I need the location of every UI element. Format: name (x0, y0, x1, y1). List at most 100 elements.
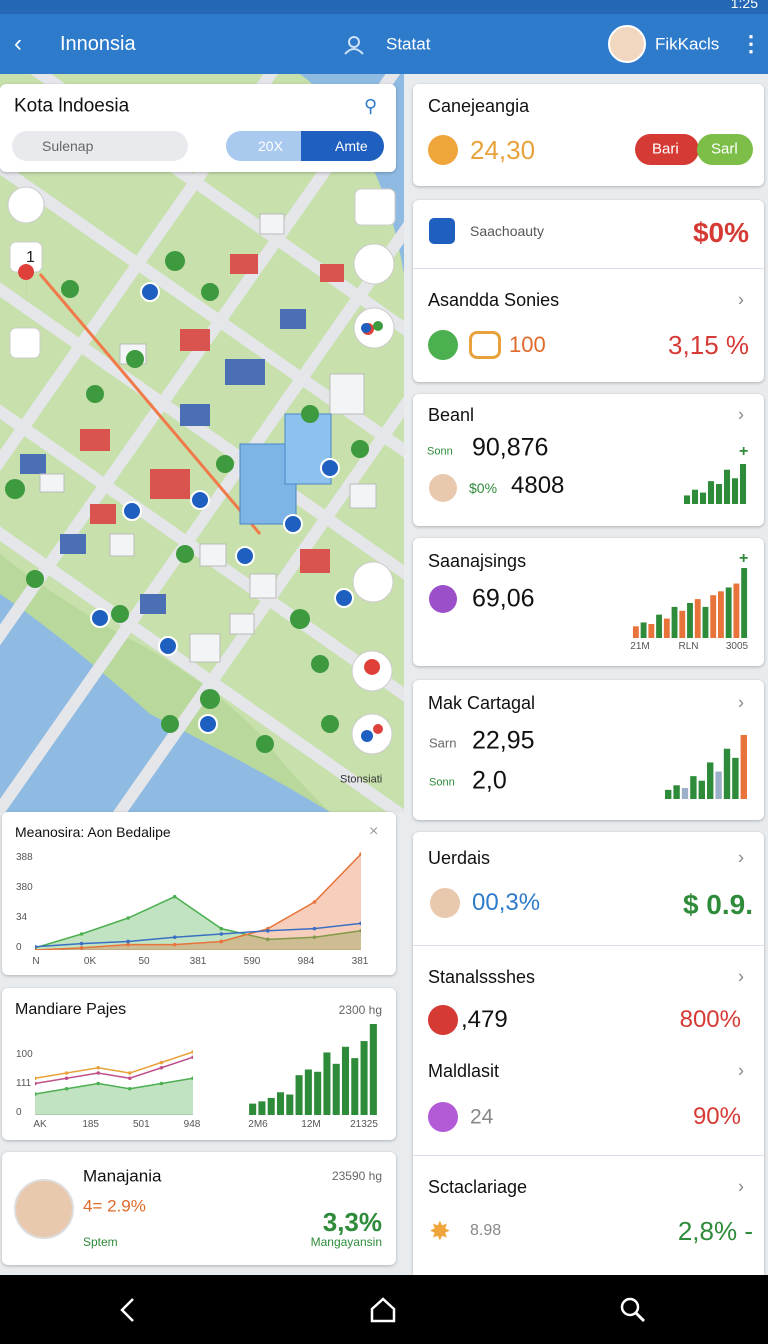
label: Sonn (427, 445, 453, 458)
user-name: FikKacls (655, 34, 720, 54)
search-text: Sulenap (42, 138, 94, 154)
point (219, 939, 224, 944)
value: 4808 (511, 472, 565, 499)
value: 69,06 (472, 584, 535, 613)
bar (739, 464, 747, 504)
line (35, 853, 361, 950)
point (64, 1086, 69, 1091)
point (159, 1060, 164, 1065)
map-badge: 1 (26, 249, 35, 266)
map-title: Kota lndoesia (14, 95, 130, 117)
icon (428, 1005, 458, 1035)
y-tick-label: 0 (16, 942, 22, 953)
card-title[interactable]: Sctaclariage (428, 1177, 528, 1197)
point (159, 1065, 164, 1070)
bar (286, 1094, 294, 1115)
chevron: › (738, 692, 744, 713)
card-title: Manajania (83, 1166, 162, 1186)
bar (295, 1075, 303, 1115)
point (79, 932, 84, 936)
back-button[interactable]: ‹ (14, 30, 22, 57)
avatar[interactable] (608, 25, 646, 63)
close-button[interactable]: × (369, 823, 379, 840)
stat-card[interactable]: Saanajsings 69,06 + 21M RLN 3005 (413, 538, 764, 666)
back-button[interactable] (116, 1297, 140, 1323)
home-button[interactable] (369, 1297, 397, 1323)
toggle-option[interactable]: 20X (226, 131, 301, 161)
value: 8.98 (470, 1222, 502, 1239)
bar (732, 757, 739, 799)
stat-card[interactable]: Canejeangia 24,30 Bari Sarl (413, 84, 764, 186)
bar (679, 610, 686, 638)
line (35, 1077, 193, 1095)
bar (723, 469, 731, 504)
point (172, 935, 177, 939)
point (312, 900, 317, 904)
place-label: Stonsiati (340, 773, 383, 786)
label: Sonn (429, 776, 455, 789)
bar (725, 587, 732, 638)
chart-card: Meanosira: Aon Bedalipe × 388 380 34 0 N 0K 50… (2, 812, 396, 975)
point (126, 942, 130, 947)
search-field[interactable]: Sulenap (12, 131, 188, 161)
menu-button[interactable]: ⋮ (740, 31, 762, 56)
bar (741, 568, 748, 638)
card-note: 2300 hg (338, 1003, 382, 1017)
search-button[interactable] (620, 1297, 646, 1323)
bar (690, 776, 697, 799)
value: $ 0.9. (682, 889, 753, 920)
card-title[interactable]: Stanalssshes (428, 967, 536, 987)
button[interactable]: Bari (635, 134, 699, 165)
point (35, 1092, 37, 1096)
y-tick-label: 380 (16, 882, 33, 893)
stat-card[interactable]: Saachoauty $0% Asandda Sonies › 100 3,15… (413, 200, 764, 382)
bar (351, 1058, 359, 1115)
card-title[interactable]: Maldlasit (428, 1061, 500, 1081)
point (128, 1076, 132, 1081)
point (126, 916, 130, 920)
y-tick-label: 111 (16, 1078, 32, 1089)
bar (687, 603, 693, 638)
area (35, 896, 361, 950)
plus: + (739, 550, 749, 567)
toggle-option[interactable]: Amte (301, 131, 384, 161)
point (64, 1076, 69, 1081)
bar (341, 1046, 350, 1115)
bar (710, 595, 717, 638)
button[interactable]: Sarl (697, 134, 753, 165)
point (219, 932, 224, 936)
icon: ✸ (429, 1216, 451, 1246)
bar (360, 1041, 368, 1115)
map[interactable] (0, 74, 404, 812)
x-tick-label: 948 (183, 1119, 201, 1130)
point (159, 1081, 164, 1086)
point (359, 929, 361, 933)
y-tick-label: 34 (16, 912, 28, 923)
line (35, 922, 361, 948)
label: Sarn (429, 735, 457, 751)
y-tick-label: 0 (16, 1107, 22, 1118)
stat-card[interactable]: Mak Cartagal › Sarn 22,95 Sonn 2,0 (413, 680, 764, 820)
line (35, 1056, 193, 1085)
bar (715, 771, 722, 799)
tab-label[interactable]: Statat (386, 34, 431, 54)
map-search-card: Kota lndoesia ⚲ Sulenap 20X Amte (0, 84, 396, 172)
icon (469, 331, 501, 359)
search-icon[interactable]: ⚲ (364, 96, 378, 116)
card-title[interactable]: Uerdais (428, 848, 491, 868)
bar (673, 785, 680, 799)
status-bar: 1:25 (0, 0, 768, 14)
area (35, 1078, 193, 1115)
point (191, 1050, 193, 1054)
stat-card[interactable]: Beanl › Sonn 90,876 $0% 4808 + (413, 394, 764, 526)
app-bar: ‹ Innonsia Statat FikKacls ⋮ (0, 14, 768, 74)
bar (707, 762, 714, 799)
chevron: › (738, 1060, 744, 1081)
card-title: Mak Cartagal (428, 693, 536, 713)
bar (332, 1063, 340, 1115)
chevron: › (738, 847, 744, 868)
avatar (14, 1179, 74, 1239)
point (172, 894, 177, 899)
